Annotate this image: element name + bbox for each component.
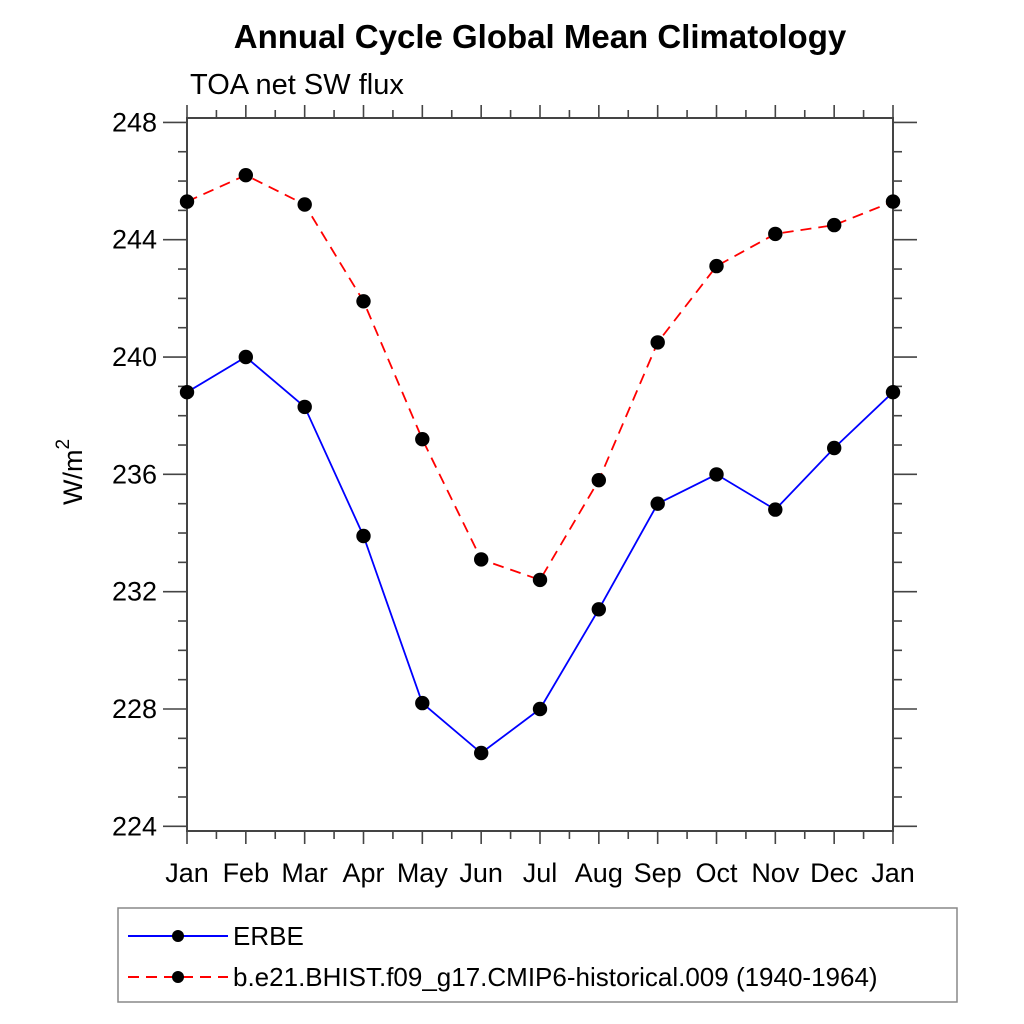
x-tick-label: Aug: [575, 858, 623, 888]
erbe-line: [186, 355, 894, 755]
model-marker: [532, 572, 548, 588]
y-axis-title: W/m2: [53, 439, 88, 505]
erbe-marker: [591, 602, 606, 617]
model-marker: [827, 217, 842, 233]
y-tick-label: 244: [112, 225, 157, 255]
y-tick-label: 224: [112, 811, 157, 841]
model-line: [186, 174, 894, 581]
x-tick-label: Jan: [165, 858, 209, 888]
axis-ticks: [163, 105, 917, 844]
x-tick-label: Jan: [871, 858, 915, 888]
x-tick-label: Apr: [342, 858, 384, 888]
data-series: [179, 168, 901, 761]
model-marker: [415, 432, 430, 447]
plot-frame: [186, 117, 894, 832]
axis-tick-labels: 224 228 232 236 240 244 248 Jan Feb Mar Apr May Jun J…: [112, 107, 915, 888]
erbe-marker: [532, 701, 548, 717]
legend-box: [117, 907, 958, 1003]
erbe-marker: [768, 502, 783, 517]
x-tick-label: May: [397, 858, 449, 888]
erbe-marker: [179, 385, 195, 400]
y-tick-label: 236: [112, 459, 157, 489]
y-tick-label: 228: [112, 694, 157, 724]
erbe-marker: [415, 695, 430, 711]
erbe-marker: [297, 399, 312, 415]
model-marker: [356, 294, 371, 309]
model-marker: [474, 552, 489, 567]
y-tick-label: 240: [112, 342, 157, 372]
y-tick-label: 232: [112, 577, 157, 607]
legend-label-model: b.e21.BHIST.f09_g17.CMIP6-historical.009…: [233, 962, 878, 992]
model-marker: [179, 194, 195, 209]
model-marker: [709, 258, 724, 274]
erbe-marker: [356, 528, 371, 544]
model-marker: [885, 194, 901, 209]
erbe-marker: [885, 385, 901, 400]
erbe-marker: [709, 467, 724, 482]
x-tick-label: Feb: [223, 858, 270, 888]
x-tick-label: Jul: [523, 858, 558, 888]
legend-label-erbe: ERBE: [233, 921, 304, 951]
model-marker: [768, 226, 783, 242]
x-tick-label: Mar: [281, 858, 328, 888]
x-tick-label: Dec: [810, 858, 858, 888]
y-tick-label: 248: [112, 107, 157, 137]
model-marker: [297, 197, 312, 212]
erbe-marker: [474, 745, 489, 761]
erbe-marker: [238, 349, 253, 365]
x-tick-label: Oct: [695, 858, 738, 888]
x-tick-label: Sep: [634, 858, 682, 888]
model-marker: [650, 335, 665, 350]
model-marker: [591, 473, 606, 488]
erbe-marker: [827, 440, 842, 456]
legend-marker-model: [172, 971, 184, 983]
legend-marker-erbe: [172, 930, 184, 942]
model-marker: [238, 168, 253, 183]
erbe-marker: [650, 496, 665, 511]
x-tick-label: Nov: [751, 858, 800, 888]
page-title: Annual Cycle Global Mean Climatology: [234, 18, 847, 55]
chart-subtitle: TOA net SW flux: [190, 69, 404, 101]
legend: ERBE b.e21.BHIST.f09_g17.CMIP6-historica…: [117, 907, 958, 1003]
x-tick-label: Jun: [459, 858, 503, 888]
